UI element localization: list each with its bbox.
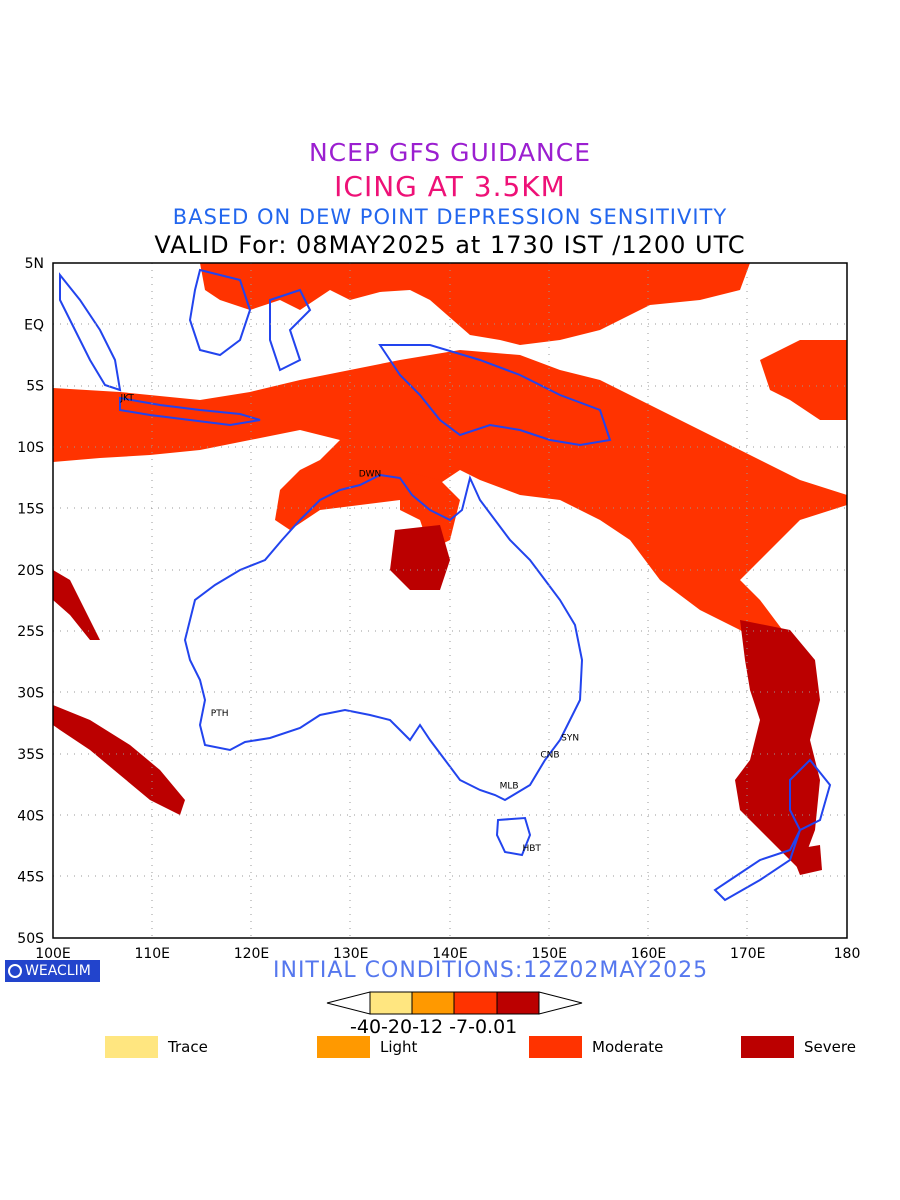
colorbar-severe: [496, 991, 540, 1015]
map-plot-area: [53, 263, 847, 902]
legend-label-trace: Trace: [168, 1038, 208, 1056]
lat-label: 25S: [17, 624, 44, 640]
city-label-pth: PTH: [211, 709, 229, 719]
lat-label: 35S: [17, 747, 44, 763]
lat-label: 20S: [17, 563, 44, 579]
java-coastline: [119, 396, 261, 427]
lat-label: 30S: [17, 686, 44, 702]
city-label-cnb: CNB: [540, 751, 559, 761]
borneo-coastline: [188, 268, 252, 357]
lat-label: 5N: [25, 256, 44, 272]
legend-swatch-trace: [105, 1036, 158, 1058]
latitude-labels: 5N EQ 5S 10S 15S 20S 25S 30S 35S 40S 45S 50S: [17, 256, 44, 947]
legend-item-severe: Severe: [741, 1036, 856, 1058]
nz-north-island-coastline: [789, 758, 832, 832]
lat-label: EQ: [24, 317, 44, 333]
initial-conditions: INITIAL CONDITIONS:12Z02MAY2025: [273, 958, 709, 983]
title-valid-time: VALID For: 08MAY2025 at 1730 IST /1200 U…: [154, 231, 746, 259]
legend-label-moderate: Moderate: [592, 1038, 664, 1056]
city-label-dwn: DWN: [359, 470, 382, 480]
colorbar-left-arrow: [326, 991, 371, 1015]
lat-label: 45S: [17, 870, 44, 886]
lon-label: 110E: [134, 946, 170, 962]
colorbar-light: [411, 991, 455, 1015]
title-method: BASED ON DEW POINT DEPRESSION SENSITIVIT…: [172, 205, 728, 229]
colorbar: [326, 991, 583, 1015]
city-label-syn: SYN: [561, 733, 579, 743]
lat-label: 15S: [17, 501, 44, 517]
severe-icing-coral-sea: [390, 525, 450, 590]
new-guinea-coastline: [378, 344, 612, 447]
severe-icing-areas: [53, 525, 822, 875]
legend-item-moderate: Moderate: [529, 1036, 663, 1058]
legend-swatch-light: [317, 1036, 370, 1058]
moderate-icing-indonesia-band: [53, 350, 847, 670]
colorbar-labels: -40-20-12 -7-0.01: [350, 1016, 518, 1038]
logo-ring-icon: [8, 964, 22, 978]
city-label-mlb: MLB: [500, 781, 519, 791]
severe-icing-tasman-nz: [735, 620, 820, 870]
city-label-hbt: HBT: [522, 844, 541, 854]
map-frame: [52, 262, 848, 939]
legend-item-trace: Trace: [105, 1036, 208, 1058]
colorbar-trace: [369, 991, 413, 1015]
longitude-labels: 100E 110E 120E 130E 140E 150E 160E 170E 180: [35, 946, 860, 962]
tasmania-coastline: [495, 816, 532, 857]
city-label-jkt: JKT: [119, 393, 134, 403]
legend-swatch-moderate: [529, 1036, 582, 1058]
lon-label: 100E: [35, 946, 71, 962]
legend-item-light: Light: [317, 1036, 417, 1058]
lon-label: 150E: [531, 946, 567, 962]
title-model: NCEP GFS GUIDANCE: [308, 138, 591, 167]
sumatra-coastline: [59, 272, 122, 392]
lon-label: 130E: [333, 946, 369, 962]
sulawesi-coastline: [269, 288, 312, 372]
colorbar-moderate: [453, 991, 498, 1015]
lat-label: 5S: [26, 379, 44, 395]
moderate-icing-north-band: [200, 263, 750, 345]
colorbar-right-arrow: [538, 991, 583, 1015]
moderate-icing-areas: [53, 263, 847, 670]
coastlines: [59, 268, 832, 902]
lon-label: 140E: [432, 946, 468, 962]
lon-label: 120E: [234, 946, 270, 962]
severe-icing-west-upper: [53, 570, 100, 640]
lat-label: 10S: [17, 440, 44, 456]
severe-icing-nz-north: [790, 845, 822, 875]
grid-lines: [53, 263, 847, 938]
lon-label: 170E: [730, 946, 766, 962]
moderate-icing-east-pacific: [760, 340, 847, 420]
nz-south-island-coastline: [713, 829, 801, 902]
lon-label: 180: [834, 946, 861, 962]
lat-label: 50S: [17, 931, 44, 947]
lon-label: 160E: [631, 946, 667, 962]
weaclim-logo: WEACLIM: [5, 960, 100, 982]
legend-swatch-severe: [741, 1036, 794, 1058]
australia-coastline: [183, 473, 584, 802]
legend-label-light: Light: [380, 1038, 418, 1056]
lat-label: 40S: [17, 808, 44, 824]
legend-label-severe: Severe: [804, 1038, 856, 1056]
title-parameter: ICING AT 3.5KM: [334, 170, 566, 203]
logo-text: WEACLIM: [25, 963, 91, 979]
severe-icing-west-lower: [53, 705, 185, 815]
